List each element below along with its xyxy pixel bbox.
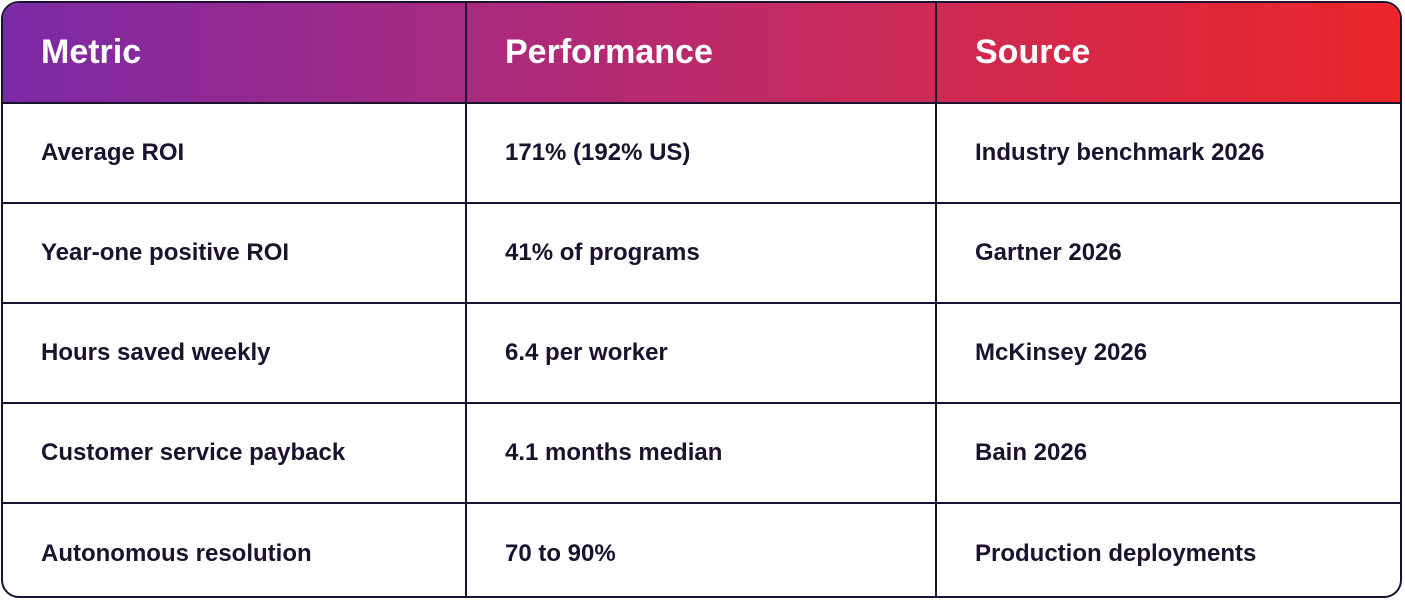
source-cell: Industry benchmark 2026 <box>936 103 1400 204</box>
metric-cell: Average ROI <box>3 103 467 204</box>
table-row: Autonomous resolution 70 to 90% Producti… <box>3 503 1400 596</box>
header-metric: Metric <box>3 3 467 104</box>
header-performance: Performance <box>466 3 937 104</box>
table-row: Hours saved weekly 6.4 per worker McKins… <box>3 303 1400 404</box>
table-header: Metric Performance Source <box>3 3 1400 104</box>
header-row: Metric Performance Source <box>3 3 1400 104</box>
table-body: Average ROI 171% (192% US) Industry benc… <box>3 103 1400 596</box>
performance-cell: 70 to 90% <box>466 503 937 596</box>
metric-cell: Hours saved weekly <box>3 303 467 404</box>
performance-cell: 171% (192% US) <box>466 103 937 204</box>
table-row: Year-one positive ROI 41% of programs Ga… <box>3 203 1400 304</box>
performance-cell: 4.1 months median <box>466 403 937 504</box>
metric-cell: Customer service payback <box>3 403 467 504</box>
metrics-table: Metric Performance Source Average ROI 17… <box>3 3 1400 596</box>
source-cell: McKinsey 2026 <box>936 303 1400 404</box>
performance-cell: 6.4 per worker <box>466 303 937 404</box>
source-cell: Bain 2026 <box>936 403 1400 504</box>
performance-cell: 41% of programs <box>466 203 937 304</box>
source-cell: Production deployments <box>975 539 1257 567</box>
header-source: Source <box>936 3 1400 104</box>
metric-cell: Autonomous resolution <box>3 503 467 596</box>
table-row: Average ROI 171% (192% US) Industry benc… <box>3 103 1400 204</box>
source-cell: Gartner 2026 <box>936 203 1400 304</box>
table-row: Customer service payback 4.1 months medi… <box>3 403 1400 504</box>
metric-cell: Year-one positive ROI <box>3 203 467 304</box>
